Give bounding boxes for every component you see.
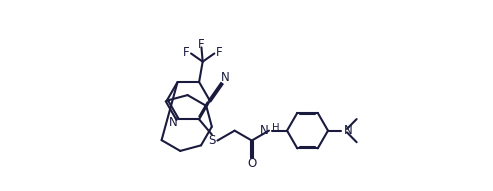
Text: N: N: [260, 124, 269, 137]
Text: F: F: [198, 38, 204, 51]
Text: N: N: [344, 124, 352, 137]
Text: H: H: [273, 123, 280, 133]
Text: S: S: [209, 134, 216, 147]
Text: N: N: [221, 71, 230, 84]
Text: F: F: [215, 45, 222, 58]
Text: O: O: [247, 157, 256, 170]
Text: N: N: [169, 116, 177, 129]
Text: F: F: [183, 45, 190, 58]
